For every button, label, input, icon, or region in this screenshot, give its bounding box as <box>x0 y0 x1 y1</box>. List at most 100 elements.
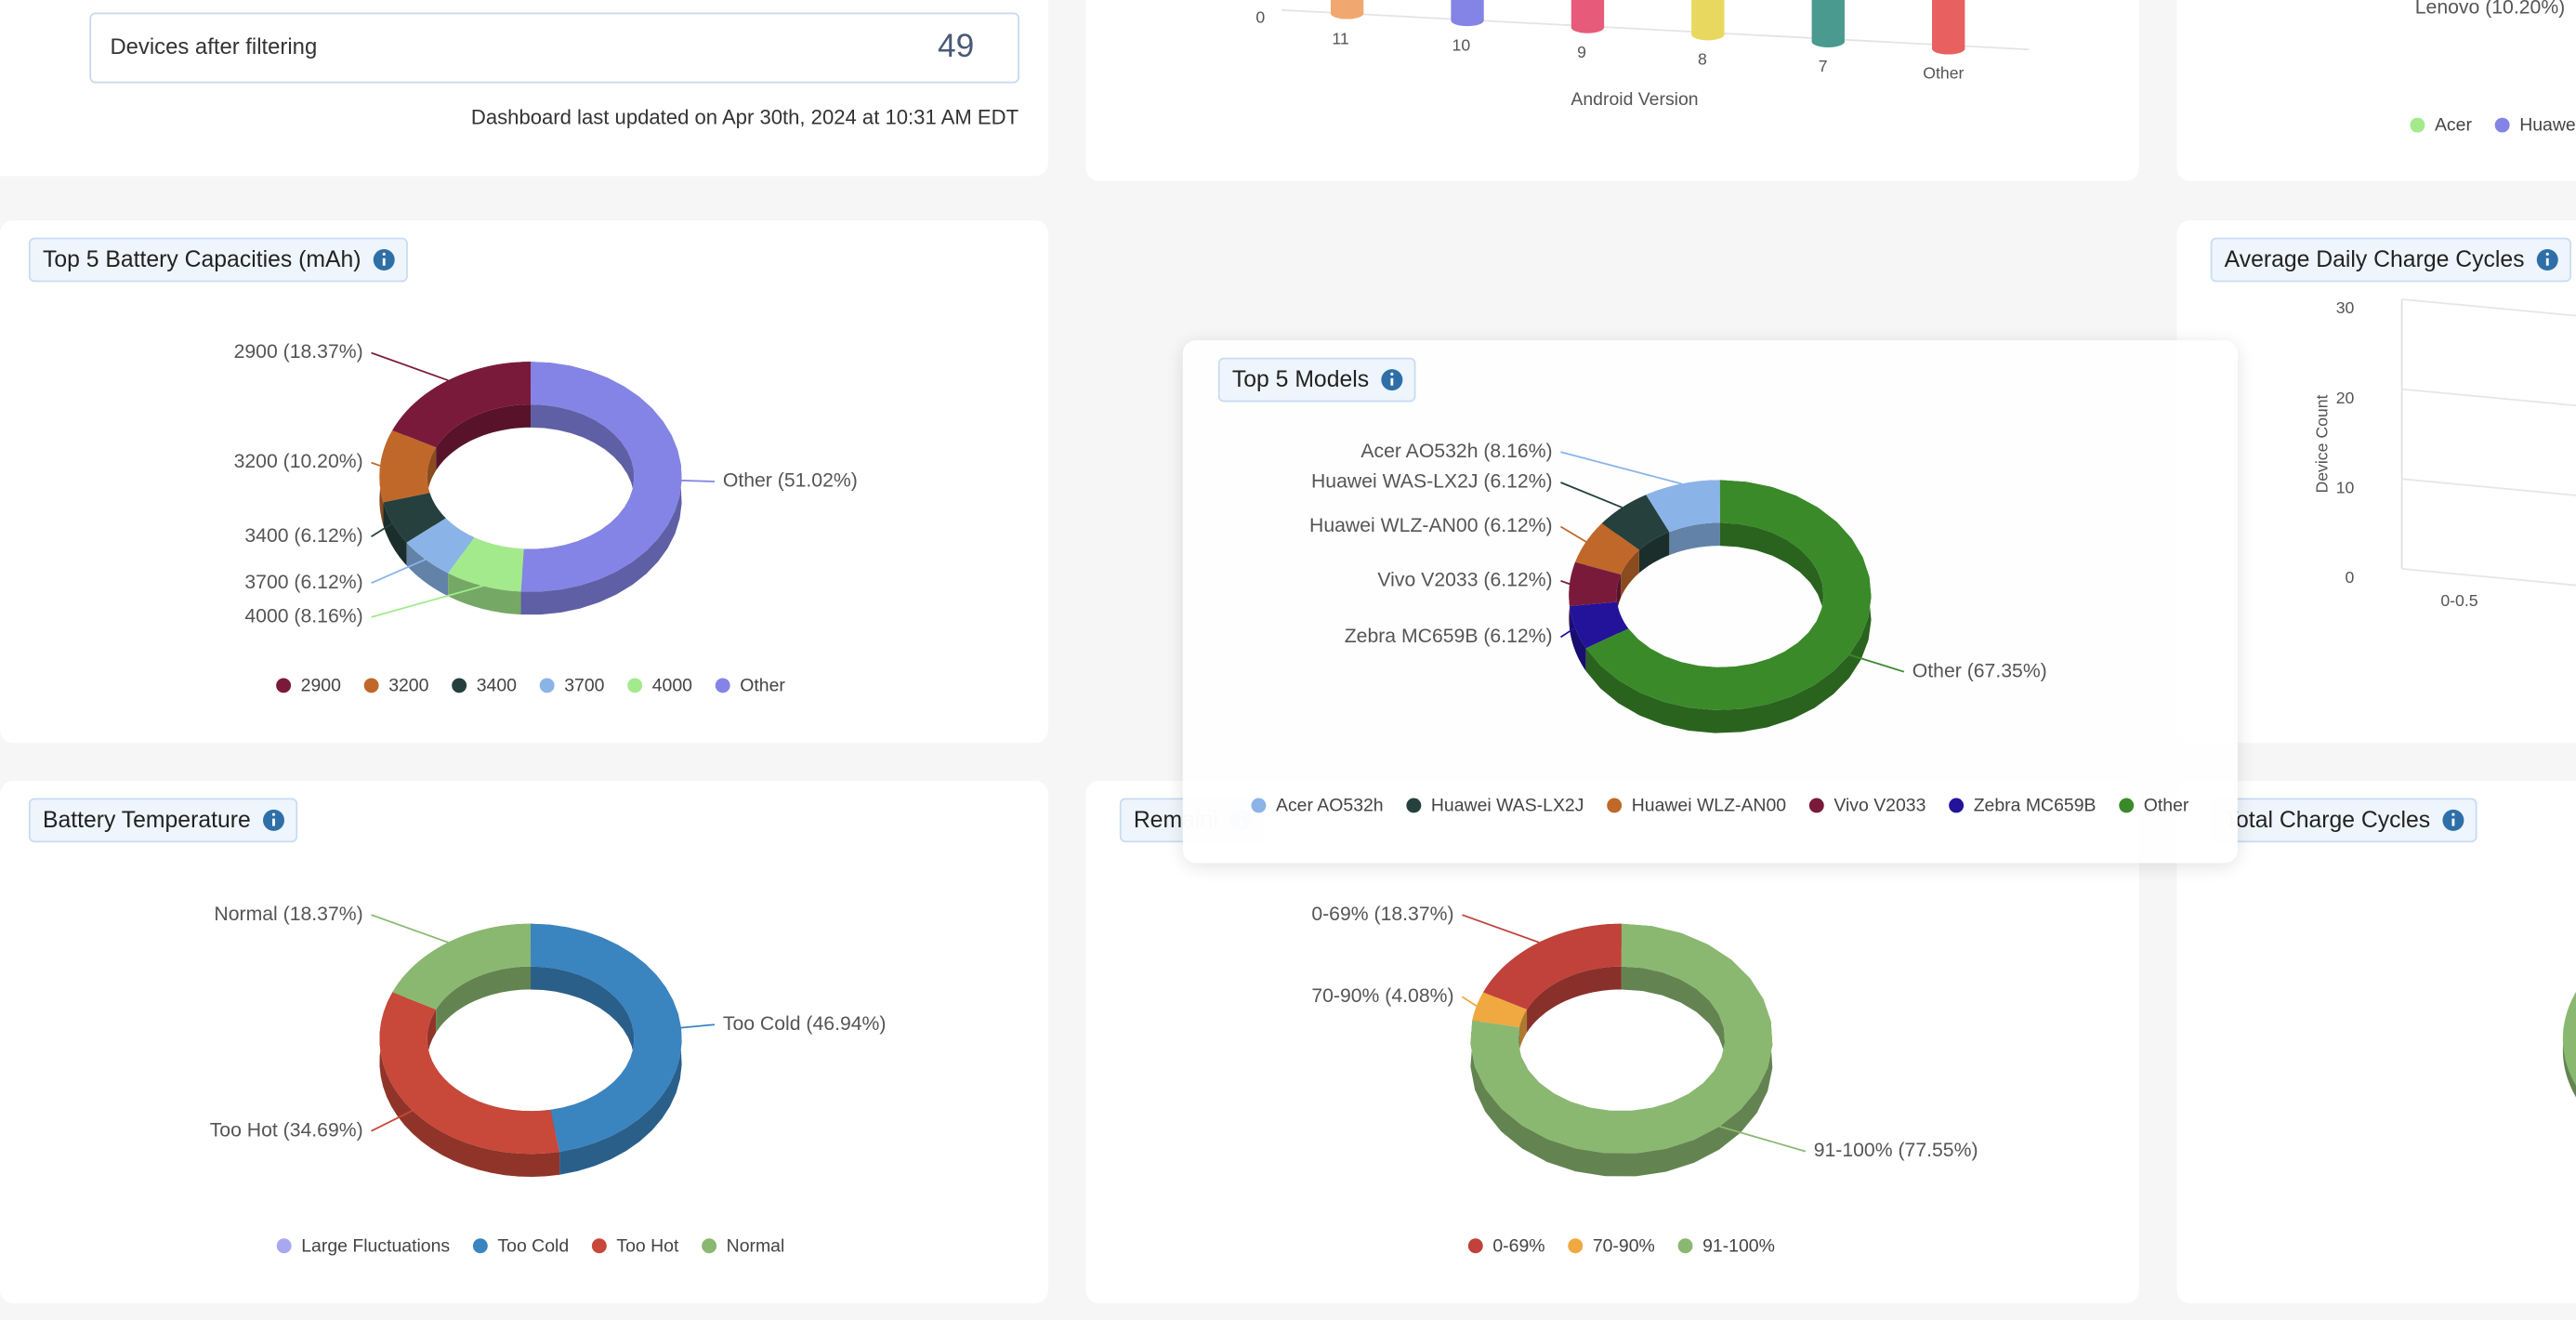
legend-marker <box>1467 1238 1483 1254</box>
grid-line <box>1281 8 2030 51</box>
data-label: 2900 (18.37%) <box>234 341 363 363</box>
legend-marker <box>2410 117 2425 133</box>
legend-label: Other <box>740 675 785 695</box>
chart-header: Battery Temperature <box>28 798 298 843</box>
legend-marker <box>627 678 643 693</box>
chart-header: Total Charge Cycles <box>2210 798 2477 843</box>
filter-count: 49 <box>938 28 974 64</box>
title-box <box>28 798 298 843</box>
leader-line <box>371 1109 414 1132</box>
leader-line <box>371 522 393 538</box>
leader-line <box>1719 1125 1807 1153</box>
slice <box>1585 480 1872 710</box>
y-tick-label: 10 <box>2336 479 2355 497</box>
x-tick-label: 10 <box>1452 36 1471 55</box>
title-box <box>2210 237 2571 283</box>
legend-label: Too Hot <box>616 1235 679 1256</box>
info-icon-dot <box>1390 372 1394 376</box>
leader-line <box>371 351 449 382</box>
data-label: 0-69% (18.37%) <box>1311 904 1453 925</box>
y-tick-label: 0 <box>1255 7 1265 26</box>
data-label: 91-100% (77.55%) <box>1814 1140 1978 1161</box>
card <box>2176 0 2576 181</box>
data-label: 3400 (6.12%) <box>244 525 362 547</box>
dragged-card <box>1182 340 2238 864</box>
legend-marker <box>1251 798 1267 813</box>
slice <box>392 923 532 1010</box>
legend-marker <box>1607 798 1623 813</box>
slice <box>531 923 682 1152</box>
data-label: 3200 (10.20%) <box>234 451 363 472</box>
legend-label: Other <box>2144 795 2189 815</box>
bar-stub-base <box>1932 43 1965 55</box>
data-label: Lenovo (10.20%) <box>2415 0 2566 19</box>
partial-ring <box>2562 992 2576 1086</box>
data-label: Huawei WLZ-AN00 (6.12%) <box>1309 515 1553 536</box>
slice-outer-wall <box>383 502 407 566</box>
bar-stub-base <box>1811 35 1845 47</box>
legend-label: Normal <box>727 1235 785 1256</box>
data-label: Zebra MC659B (6.12%) <box>1345 626 1553 647</box>
data-label: 4000 (8.16%) <box>244 605 362 627</box>
leader-line <box>1560 451 1682 485</box>
leader-line <box>680 1023 716 1029</box>
legend-label: 4000 <box>652 675 692 695</box>
legend-label: 70-90% <box>1593 1235 1655 1256</box>
slice <box>379 992 560 1155</box>
card <box>2176 220 2576 744</box>
chart-header: Average Daily Charge Cycles <box>2210 237 2571 283</box>
data-label: Too Hot (34.69%) <box>210 1119 363 1141</box>
data-label: Other (67.35%) <box>1912 660 2047 681</box>
last-updated: Dashboard last updated on Apr 30th, 2024… <box>471 105 1019 128</box>
slice-outer-wall <box>448 573 521 615</box>
slice <box>379 429 437 503</box>
slice <box>1483 923 1622 1010</box>
y-tick-label: 30 <box>2336 298 2355 317</box>
slice-inner-wall <box>1518 1010 1528 1050</box>
slice <box>392 362 532 448</box>
title-box <box>28 237 408 283</box>
grid-line <box>2401 298 2576 317</box>
y-tick-label: 0 <box>2346 568 2355 587</box>
legend-label: 2900 <box>301 675 341 695</box>
x-axis-label: Android Version <box>1571 89 1698 110</box>
bar-stub-base <box>1451 14 1484 27</box>
legend-label: Too Cold <box>497 1235 569 1256</box>
chart-title: Top 5 Battery Capacities (mAh) <box>43 247 361 272</box>
slice <box>520 362 682 592</box>
bar-stub-base <box>1691 28 1725 41</box>
slice <box>448 537 524 592</box>
leader-line <box>1560 579 1571 586</box>
legend-marker <box>472 1238 488 1254</box>
legend-marker <box>2119 798 2135 813</box>
data-label: 70-90% (4.08%) <box>1311 985 1453 1007</box>
legend-marker <box>2494 117 2510 133</box>
info-icon-dot <box>2545 252 2549 256</box>
x-tick-label: 8 <box>1698 50 1707 69</box>
leader-line <box>1461 996 1478 1008</box>
card <box>0 220 1048 744</box>
leader-line <box>371 558 427 584</box>
leader-line <box>681 479 716 482</box>
data-label: Acer AO532h (8.16%) <box>1360 441 1552 462</box>
y-axis-label: Device Count <box>2312 394 2331 493</box>
data-label: Vivo V2033 (6.12%) <box>1377 569 1552 590</box>
legend-label: Acer AO532h <box>1276 795 1384 815</box>
slice-inner-wall <box>1621 549 1639 598</box>
leader-line <box>371 914 449 944</box>
slice-inner-wall <box>1669 522 1720 556</box>
legend-label: Huawei WAS-LX2J <box>1431 795 1584 815</box>
legend-label: 3700 <box>564 675 604 695</box>
slice-outer-wall <box>1570 605 1586 672</box>
slice <box>1472 992 1528 1028</box>
legend-marker <box>1568 1238 1584 1254</box>
x-tick-label: 0-0.5 <box>2440 591 2477 610</box>
slice <box>406 518 475 574</box>
grid-line <box>2401 388 2576 407</box>
leader-line <box>1560 482 1623 508</box>
bar-stub-base <box>1330 7 1364 20</box>
legend-label: Acer <box>2435 115 2472 136</box>
leader-line <box>1560 525 1587 543</box>
slice <box>1575 522 1639 575</box>
